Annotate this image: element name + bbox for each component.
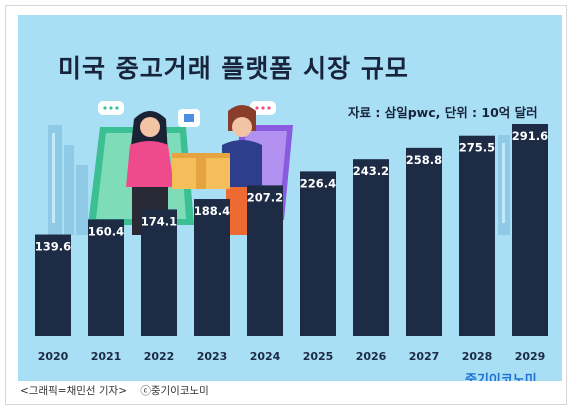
caption: <그래픽=채민선 기자> ⓒ중기이코노미	[20, 383, 219, 398]
x-tick-label-2023: 2023	[197, 350, 228, 363]
bar-2028	[459, 135, 495, 336]
copyright-text: ⓒ중기이코노미	[140, 385, 209, 397]
bar-2025	[300, 171, 336, 336]
x-tick-label-2026: 2026	[356, 350, 387, 363]
data-label-2026: 243.2	[353, 164, 389, 178]
bar-2022	[141, 209, 177, 336]
data-label-2025: 226.4	[300, 176, 336, 190]
bar-2021	[88, 219, 124, 336]
data-label-2029: 291.6	[512, 129, 548, 143]
data-label-2024: 207.2	[247, 190, 283, 204]
bar-2020	[35, 234, 71, 336]
brand-logo: 중기이코노미	[465, 373, 537, 381]
bar-2026	[353, 159, 389, 336]
bar-2029	[512, 124, 548, 336]
chart-title: 미국 중고거래 플랫폼 시장 규모	[58, 54, 409, 83]
data-label-2028: 275.5	[459, 141, 495, 155]
x-tick-label-2029: 2029	[515, 350, 546, 363]
chat-bubble-icon	[98, 101, 276, 127]
data-label-2020: 139.6	[35, 240, 71, 254]
graphic-frame: 미국 중고거래 플랫폼 시장 규모 자료 : 삼일pwc, 단위 : 10억 달…	[5, 5, 567, 405]
bar-2023	[194, 199, 230, 336]
bar-2024	[247, 185, 283, 336]
x-tick-label-2020: 2020	[38, 350, 69, 363]
x-tick-label-2028: 2028	[462, 350, 493, 363]
bar-chart: 139.6 2020 160.4 2021 174.1 2022 188.4 2023 207.…	[35, 124, 548, 363]
x-tick-label-2021: 2021	[91, 350, 122, 363]
chart-source-unit: 자료 : 삼일pwc, 단위 : 10억 달러	[348, 105, 538, 120]
data-label-2027: 258.8	[406, 153, 442, 167]
chart-panel: 미국 중고거래 플랫폼 시장 규모 자료 : 삼일pwc, 단위 : 10억 달…	[18, 15, 562, 381]
x-tick-label-2022: 2022	[144, 350, 175, 363]
parcel-box-illustration	[172, 153, 230, 189]
graphic-credit: <그래픽=채민선 기자>	[20, 385, 128, 397]
data-label-2023: 188.4	[194, 204, 230, 218]
bar-2027	[406, 147, 442, 336]
x-tick-label-2027: 2027	[409, 350, 440, 363]
data-label-2021: 160.4	[88, 224, 124, 238]
data-label-2022: 174.1	[141, 214, 177, 228]
x-tick-label-2025: 2025	[303, 350, 334, 363]
x-tick-label-2024: 2024	[250, 350, 281, 363]
